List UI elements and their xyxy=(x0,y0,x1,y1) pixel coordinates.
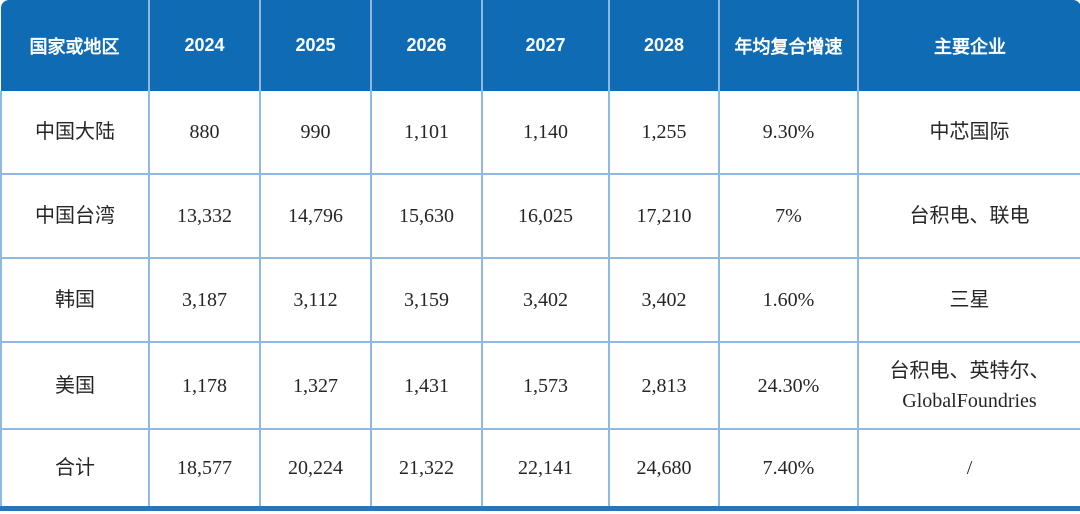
cagr-cell: 1.60% xyxy=(718,257,859,343)
value-cell: 18,577 xyxy=(148,428,261,506)
column-header-region: 国家或地区 xyxy=(1,0,150,91)
value-cell: 3,402 xyxy=(481,257,610,343)
value-cell: 1,255 xyxy=(608,91,720,175)
column-header-cagr: 年均复合增速 xyxy=(718,0,859,91)
value-cell: 15,630 xyxy=(370,173,483,259)
table-row-usa: 美国 1,178 1,327 1,431 1,573 2,813 24.30% … xyxy=(0,341,1080,430)
cagr-cell: 9.30% xyxy=(718,91,859,175)
value-cell: 3,159 xyxy=(370,257,483,343)
value-cell: 17,210 xyxy=(608,173,720,259)
table-row-total: 合计 18,577 20,224 21,322 22,141 24,680 7.… xyxy=(0,428,1080,506)
value-cell: 1,431 xyxy=(370,341,483,430)
value-cell: 1,178 xyxy=(148,341,261,430)
table-row-korea: 韩国 3,187 3,112 3,159 3,402 3,402 1.60% 三… xyxy=(0,257,1080,343)
region-cell: 美国 xyxy=(0,341,150,430)
companies-cell: 三星 xyxy=(857,257,1080,343)
value-cell: 2,813 xyxy=(608,341,720,430)
bottom-rule xyxy=(0,506,1080,511)
column-header-2026: 2026 xyxy=(370,0,483,91)
value-cell: 3,402 xyxy=(608,257,720,343)
region-cell: 中国大陆 xyxy=(0,91,150,175)
cagr-cell: 24.30% xyxy=(718,341,859,430)
value-cell: 1,573 xyxy=(481,341,610,430)
region-cell: 合计 xyxy=(0,428,150,506)
column-header-companies: 主要企业 xyxy=(857,0,1080,91)
value-cell: 22,141 xyxy=(481,428,610,506)
value-cell: 13,332 xyxy=(148,173,261,259)
value-cell: 3,187 xyxy=(148,257,261,343)
region-cell: 韩国 xyxy=(0,257,150,343)
value-cell: 990 xyxy=(259,91,372,175)
column-header-2027: 2027 xyxy=(481,0,610,91)
value-cell: 1,140 xyxy=(481,91,610,175)
region-cell: 中国台湾 xyxy=(0,173,150,259)
column-header-2024: 2024 xyxy=(148,0,261,91)
value-cell: 16,025 xyxy=(481,173,610,259)
companies-cell: 台积电、联电 xyxy=(857,173,1080,259)
cagr-cell: 7.40% xyxy=(718,428,859,506)
value-cell: 1,327 xyxy=(259,341,372,430)
companies-cell: / xyxy=(857,428,1080,506)
table-row-taiwan: 中国台湾 13,332 14,796 15,630 16,025 17,210 … xyxy=(0,173,1080,259)
value-cell: 880 xyxy=(148,91,261,175)
value-cell: 20,224 xyxy=(259,428,372,506)
table-row-mainland-china: 中国大陆 880 990 1,101 1,140 1,255 9.30% 中芯国… xyxy=(0,91,1080,175)
value-cell: 14,796 xyxy=(259,173,372,259)
value-cell: 3,112 xyxy=(259,257,372,343)
companies-cell: 台积电、英特尔、GlobalFoundries xyxy=(857,341,1080,430)
column-header-2025: 2025 xyxy=(259,0,372,91)
value-cell: 21,322 xyxy=(370,428,483,506)
header-row: 国家或地区 2024 2025 2026 2027 2028 年均复合增速 主要… xyxy=(1,0,1080,91)
column-header-2028: 2028 xyxy=(608,0,720,91)
value-cell: 1,101 xyxy=(370,91,483,175)
value-cell: 24,680 xyxy=(608,428,720,506)
companies-cell: 中芯国际 xyxy=(857,91,1080,175)
cagr-cell: 7% xyxy=(718,173,859,259)
